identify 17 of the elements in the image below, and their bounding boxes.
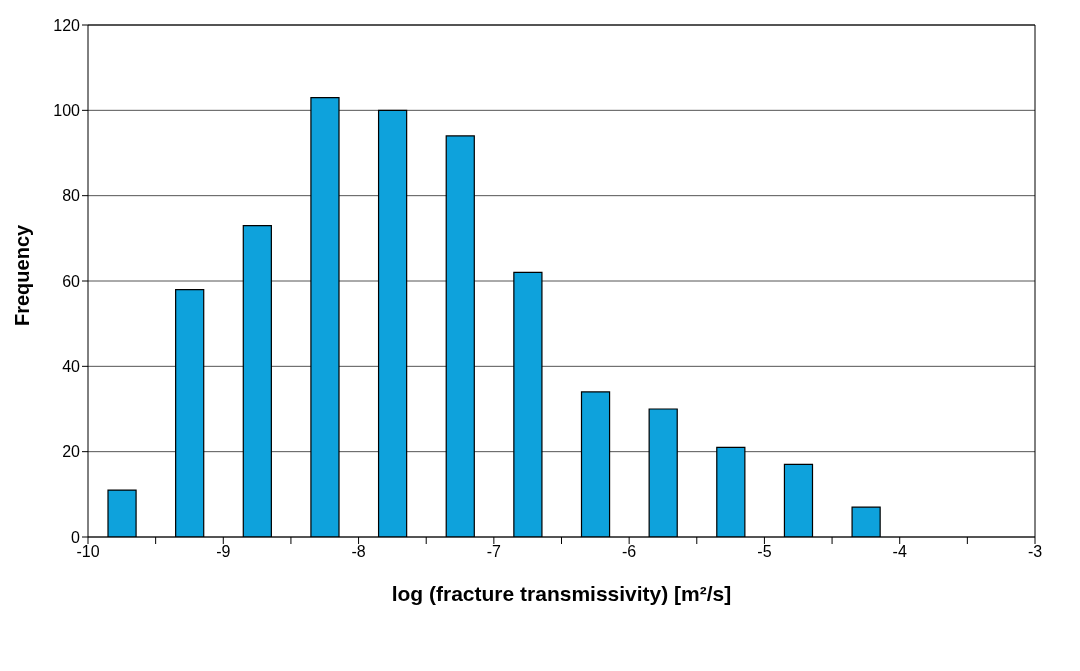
x-tick-label: -9 [216,543,231,561]
y-tick-label: 60 [62,272,81,290]
y-tick-label: 40 [62,358,81,376]
x-tick-label: -5 [757,543,772,561]
y-tick-label: 20 [62,443,81,461]
y-tick-label: 120 [53,16,81,34]
x-tick-label: -7 [486,543,502,561]
x-tick-label: -8 [351,543,366,561]
x-tick-label: -3 [1027,543,1043,561]
y-axis-title: Frequency [11,223,34,326]
y-tick-label: 100 [53,102,81,120]
y-tick-label: 0 [71,528,81,546]
x-axis-title: log (fracture transmissivity) [m²/s] [391,582,732,605]
x-tick-label: -4 [892,543,907,561]
x-tick-label: -6 [622,543,637,561]
y-tick-label: 80 [62,187,81,205]
x-tick-label: -10 [76,543,100,561]
